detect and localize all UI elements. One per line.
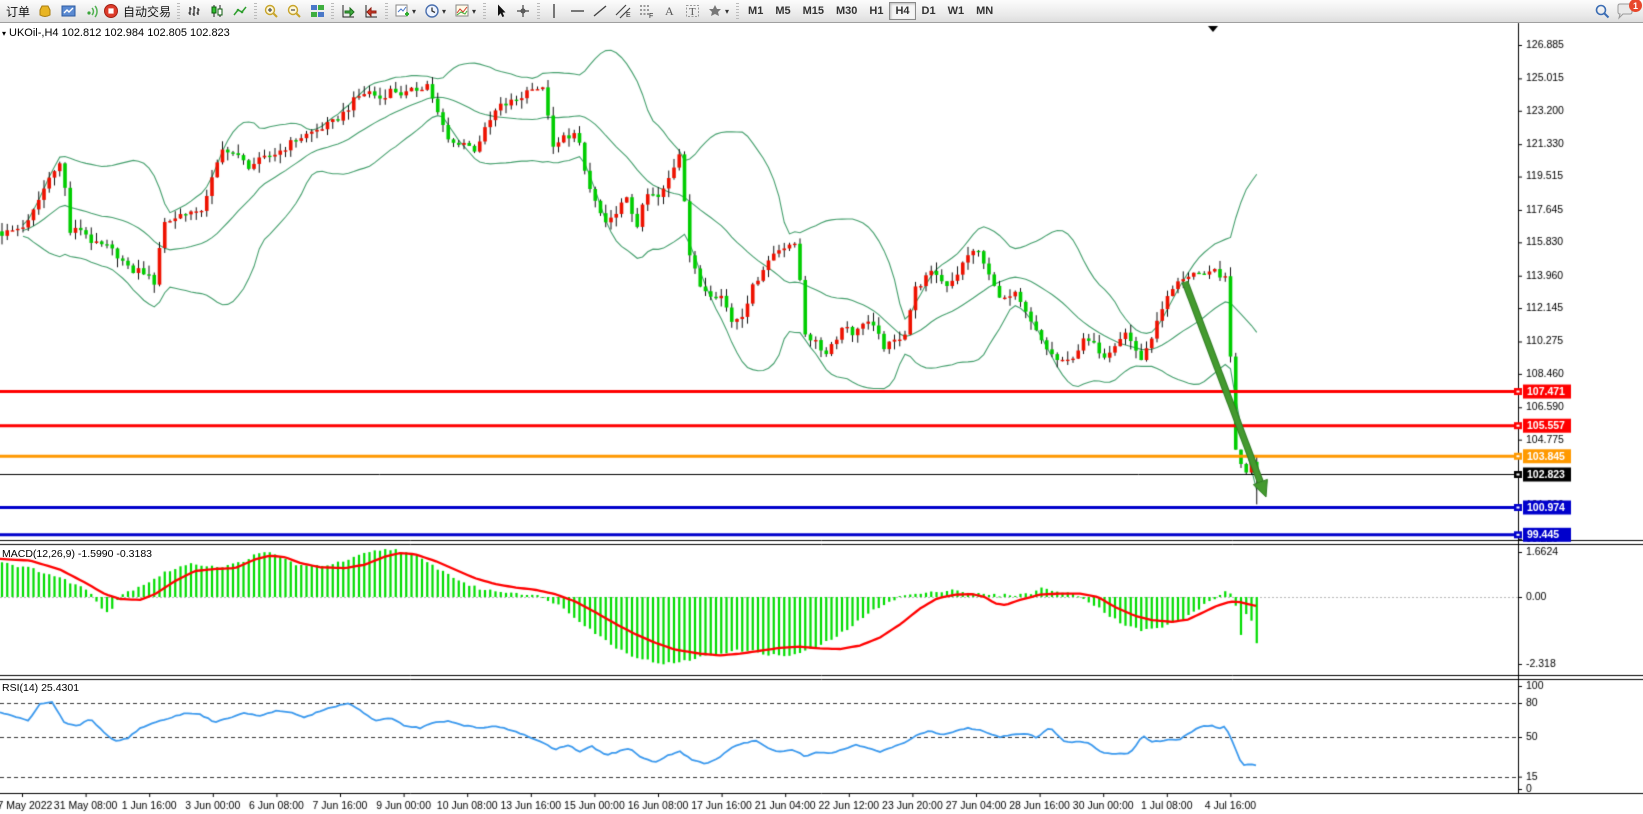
trendline-icon bbox=[592, 3, 609, 19]
arrows-icon bbox=[707, 3, 724, 19]
toolbar-separator bbox=[177, 3, 181, 19]
bar-chart-icon bbox=[186, 3, 203, 19]
zoom-in-button[interactable] bbox=[260, 1, 282, 21]
macd-indicator-label: MACD(12,26,9) -1.5990 -0.3183 bbox=[2, 548, 152, 560]
new-chart-dropdown-arrow[interactable]: ▾ bbox=[412, 6, 417, 16]
timeframe-H4[interactable]: H4 bbox=[889, 2, 916, 20]
svg-text:E: E bbox=[626, 12, 631, 19]
chat-bubble-icon bbox=[1614, 3, 1636, 25]
candlestick-type-button[interactable] bbox=[206, 1, 228, 21]
chart-menu-arrow-icon[interactable]: ▾ bbox=[2, 29, 7, 38]
periods-button[interactable] bbox=[421, 1, 443, 21]
toolbar-separator bbox=[331, 3, 335, 19]
candlestick-icon bbox=[209, 3, 226, 19]
templates-dropdown-arrow[interactable]: ▾ bbox=[472, 6, 477, 16]
market-watch-button[interactable] bbox=[34, 1, 56, 21]
auto-scroll-button[interactable] bbox=[337, 1, 359, 21]
vertical-line-icon bbox=[546, 3, 563, 19]
timeframe-M5[interactable]: M5 bbox=[775, 5, 791, 17]
templates-button[interactable] bbox=[451, 1, 473, 21]
toolbar-separator bbox=[254, 3, 258, 19]
text-icon: A bbox=[661, 3, 678, 19]
timeframe-M30[interactable]: M30 bbox=[836, 5, 858, 17]
channel-icon: E bbox=[615, 3, 632, 19]
crosshair-icon bbox=[515, 3, 532, 19]
zoom-in-icon bbox=[263, 3, 280, 19]
equidistant-channel-tool-button[interactable]: E bbox=[612, 1, 634, 21]
auto-trading-icon bbox=[103, 3, 119, 19]
svg-text:F: F bbox=[649, 13, 653, 19]
zoom-out-button[interactable] bbox=[283, 1, 305, 21]
signal-waves-icon bbox=[83, 3, 100, 19]
timeframe-switcher: M1 M5 M15 M30 H1 H4 D1 W1 MN bbox=[742, 2, 999, 20]
trendline-tool-button[interactable] bbox=[589, 1, 611, 21]
arrows-dropdown-arrow[interactable]: ▾ bbox=[725, 6, 730, 16]
toolbar-separator bbox=[537, 3, 541, 19]
zoom-out-icon bbox=[286, 3, 303, 19]
timeframe-M15[interactable]: M15 bbox=[802, 5, 824, 17]
fibonacci-icon: F bbox=[638, 3, 655, 19]
line-chart-icon bbox=[232, 3, 249, 19]
crosshair-tool-button[interactable] bbox=[512, 1, 534, 21]
clock-icon bbox=[424, 3, 441, 19]
chart-shift-icon bbox=[363, 3, 380, 19]
vertical-line-tool-button[interactable] bbox=[543, 1, 565, 21]
chart-window-icon bbox=[60, 3, 77, 19]
notification-count-badge: 1 bbox=[1629, 0, 1642, 12]
search-button[interactable] bbox=[1591, 1, 1613, 21]
gold-pouch-icon bbox=[37, 3, 54, 19]
chart-shift-button[interactable] bbox=[360, 1, 382, 21]
new-order-button[interactable]: 订单 bbox=[6, 4, 31, 19]
text-label-tool-button[interactable]: T bbox=[681, 1, 703, 21]
cursor-icon bbox=[492, 3, 509, 19]
bar-chart-type-button[interactable] bbox=[183, 1, 205, 21]
fibonacci-tool-button[interactable]: F bbox=[635, 1, 657, 21]
new-chart-button[interactable] bbox=[391, 1, 413, 21]
auto-trading-button[interactable] bbox=[103, 1, 119, 21]
chart-window-button[interactable] bbox=[57, 1, 79, 21]
rsi-indicator-label: RSI(14) 25.4301 bbox=[2, 682, 80, 694]
toolbar-separator bbox=[483, 3, 487, 19]
toolbar-separator bbox=[736, 3, 740, 19]
tile-windows-icon bbox=[309, 3, 326, 19]
horizontal-line-icon bbox=[569, 3, 586, 19]
notifications-button[interactable]: 1 bbox=[1614, 0, 1642, 21]
toolbar: 订单 自动交易 ▾ ▾ ▾ E F A T bbox=[0, 0, 1643, 23]
line-chart-type-button[interactable] bbox=[229, 1, 251, 21]
toolbar-separator bbox=[385, 3, 389, 19]
periods-dropdown-arrow[interactable]: ▾ bbox=[442, 6, 447, 16]
search-icon bbox=[1594, 3, 1611, 19]
text-tool-button[interactable]: A bbox=[658, 1, 680, 21]
horizontal-line-tool-button[interactable] bbox=[566, 1, 588, 21]
text-label-icon: T bbox=[684, 3, 701, 19]
timeframe-D1[interactable]: D1 bbox=[921, 5, 936, 17]
timeframe-M1[interactable]: M1 bbox=[748, 5, 764, 17]
chart-title: ▾ UKOil-,H4 102.812 102.984 102.805 102.8… bbox=[2, 27, 230, 39]
timeframe-H1[interactable]: H1 bbox=[869, 5, 884, 17]
template-icon bbox=[454, 3, 471, 19]
svg-text:T: T bbox=[689, 6, 696, 18]
cursor-tool-button[interactable] bbox=[489, 1, 511, 21]
auto-scroll-icon bbox=[340, 3, 357, 19]
tile-windows-button[interactable] bbox=[306, 1, 328, 21]
chart-title-text: UKOil-,H4 102.812 102.984 102.805 102.82… bbox=[9, 27, 230, 39]
timeframe-W1[interactable]: W1 bbox=[947, 5, 965, 17]
svg-text:A: A bbox=[665, 4, 674, 18]
signals-button[interactable] bbox=[80, 1, 102, 21]
add-chart-icon bbox=[394, 3, 411, 19]
timeframe-MN[interactable]: MN bbox=[976, 5, 994, 17]
auto-trading-label[interactable]: 自动交易 bbox=[123, 4, 172, 19]
arrows-tool-button[interactable] bbox=[704, 1, 726, 21]
